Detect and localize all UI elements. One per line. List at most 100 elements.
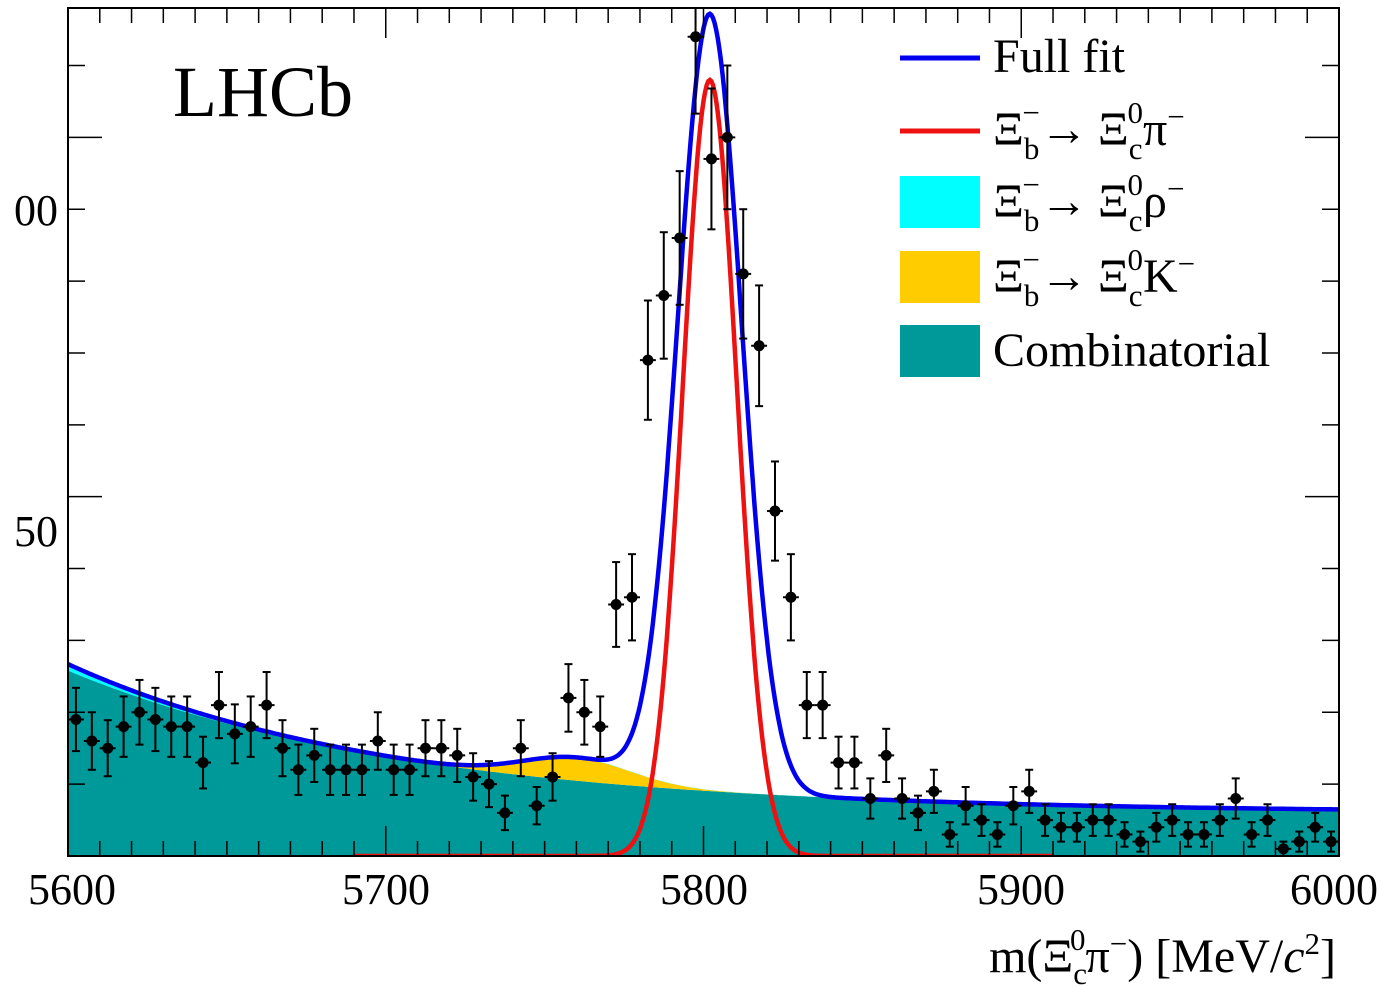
x-tick-label-5700: 5700: [342, 865, 430, 914]
data-point: [878, 727, 895, 783]
legend-label-kaon: Ξb−→ Ξc0K−: [993, 242, 1195, 313]
data-point: [703, 87, 720, 231]
data-point: [1021, 768, 1038, 814]
data-point: [973, 803, 990, 837]
data-point: [608, 561, 625, 648]
data-point: [671, 170, 688, 306]
data-point: [115, 695, 132, 758]
data-point: [989, 821, 1006, 848]
data-point: [846, 735, 863, 790]
data-point: [1180, 821, 1197, 848]
data-point: [1084, 803, 1101, 837]
data-point: [1005, 786, 1022, 826]
axis-ticks: [67, 8, 1340, 856]
data-point: [1243, 821, 1260, 848]
legend-label-rho: Ξb−→ Ξc0ρ−: [993, 167, 1184, 238]
legend-swatch-kaon: [900, 251, 980, 303]
data-point: [290, 743, 307, 796]
legend: Full fit Ξb−→ Ξc0π− Ξb−→ Ξc0ρ− Ξb−→ Ξc0K− C…: [900, 30, 1270, 377]
x-tick-label-6000: 6000: [1290, 865, 1378, 914]
data-point: [941, 821, 958, 848]
combinatorial-area: [68, 670, 1339, 856]
data-point: [131, 678, 148, 746]
data-point: [639, 299, 656, 421]
x-tick-label-5800: 5800: [660, 865, 748, 914]
data-point: [576, 678, 593, 746]
data-point: [258, 671, 275, 740]
data-point: [1196, 821, 1212, 848]
data-point: [512, 719, 529, 778]
data-point: [433, 719, 450, 778]
data-point: [624, 553, 640, 642]
data-point: [195, 735, 211, 790]
data-point: [1132, 830, 1149, 853]
x-tick-label-5900: 5900: [977, 865, 1065, 914]
data-point: [465, 752, 482, 802]
data-point: [655, 231, 672, 360]
data-point: [1227, 777, 1244, 820]
data-point: [957, 786, 974, 826]
data-point: [560, 663, 577, 733]
data-point: [147, 686, 164, 753]
signal-curve: [354, 76, 1053, 856]
legend-label-full-fit: Full fit: [993, 30, 1126, 83]
data-point: [1053, 811, 1069, 843]
data-point: [322, 743, 339, 796]
data-point: [687, 8, 704, 115]
data-point: [210, 671, 227, 740]
data-point: [1068, 811, 1085, 843]
data-point: [401, 743, 418, 796]
data-point: [226, 703, 243, 765]
data-point: [910, 794, 926, 832]
x-axis-title: m(Ξc0π−) [MeV/c2]: [989, 922, 1336, 987]
data-point: [1211, 803, 1228, 837]
data-point: [1148, 811, 1165, 843]
data-point: [862, 777, 879, 820]
data-point: [417, 719, 434, 778]
data-point: [449, 727, 466, 783]
data-point: [306, 727, 323, 783]
data-point: [1100, 803, 1117, 837]
data-point: [592, 695, 609, 758]
data-point: [1037, 803, 1054, 837]
data-point: [274, 719, 291, 778]
data-point: [1323, 830, 1339, 853]
data-point: [179, 695, 196, 758]
data-point: [83, 711, 100, 771]
data-point: [99, 719, 116, 778]
y-tick-label-100: 00: [14, 186, 58, 235]
data-point: [894, 777, 911, 820]
data-point: [353, 743, 370, 796]
data-point: [1164, 803, 1181, 837]
legend-swatch-combinatorial: [900, 325, 980, 377]
y-tick-label-50: 50: [14, 507, 58, 556]
data-points: [68, 8, 1339, 856]
data-point: [782, 553, 799, 642]
data-point: [719, 64, 736, 211]
data-point: [481, 760, 497, 809]
data-point: [369, 711, 386, 771]
plot-area: [68, 8, 1339, 856]
data-point: [1275, 840, 1292, 856]
data-point: [751, 284, 768, 408]
data-point: [814, 671, 831, 740]
data-point: [68, 686, 84, 753]
data-point: [528, 786, 545, 826]
legend-label-signal: Ξb−→ Ξc0π−: [993, 95, 1185, 166]
data-point: [735, 208, 752, 340]
data-point: [798, 671, 815, 740]
data-point: [925, 768, 942, 814]
data-point: [767, 460, 783, 562]
data-point: [544, 752, 561, 802]
data-point: [1291, 830, 1308, 853]
data-point: [242, 695, 259, 758]
data-point: [496, 794, 513, 832]
data-point: [1307, 811, 1324, 843]
data-point: [385, 743, 402, 796]
lhcb-watermark: LHCb: [173, 52, 353, 132]
data-point: [1259, 803, 1276, 837]
data-point: [338, 743, 354, 796]
data-point: [163, 695, 180, 758]
legend-label-combinatorial: Combinatorial: [993, 324, 1270, 377]
